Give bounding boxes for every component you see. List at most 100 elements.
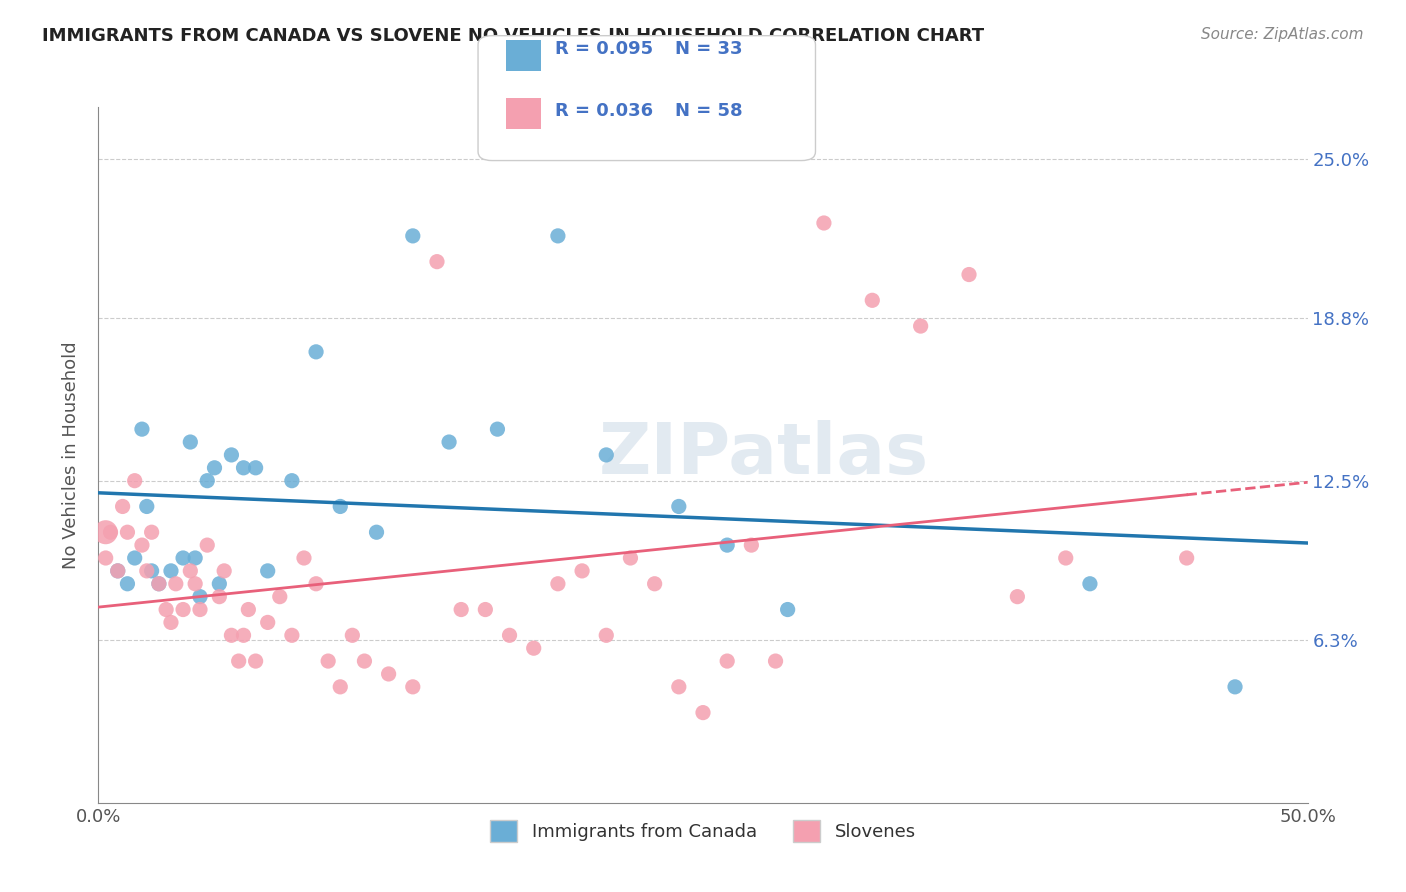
Point — [1054, 551, 1077, 566]
Point — [813, 216, 835, 230]
Point — [111, 500, 134, 514]
Point — [245, 460, 267, 475]
Point — [179, 564, 201, 578]
Point — [644, 576, 666, 591]
Point — [160, 564, 183, 578]
Point — [329, 500, 352, 514]
Text: ZIPatlas: ZIPatlas — [599, 420, 928, 490]
Point — [179, 435, 201, 450]
Point — [148, 576, 170, 591]
Point — [256, 564, 278, 578]
Point — [292, 551, 315, 566]
Point — [188, 602, 211, 616]
Point — [377, 667, 399, 681]
Point — [765, 654, 787, 668]
Point — [245, 654, 267, 668]
Point — [450, 602, 472, 616]
Point — [124, 474, 146, 488]
Point — [155, 602, 177, 616]
Point — [547, 228, 569, 243]
Point — [595, 628, 617, 642]
Point — [498, 628, 520, 642]
Point — [172, 551, 194, 566]
Point — [402, 680, 425, 694]
Point — [135, 564, 157, 578]
Point — [281, 474, 304, 488]
Point — [305, 576, 328, 591]
Point — [342, 628, 364, 642]
Point — [124, 551, 146, 566]
Point — [221, 628, 243, 642]
Point — [204, 460, 226, 475]
Point — [188, 590, 211, 604]
Point — [107, 564, 129, 578]
Text: R = 0.095: R = 0.095 — [555, 40, 654, 58]
Point — [1007, 590, 1029, 604]
Point — [910, 319, 932, 334]
Point — [208, 576, 231, 591]
Point — [402, 228, 425, 243]
Point — [100, 525, 122, 540]
Point — [619, 551, 641, 566]
Point — [232, 628, 254, 642]
Text: N = 33: N = 33 — [675, 40, 742, 58]
Point — [165, 576, 187, 591]
Point — [329, 680, 352, 694]
Point — [172, 602, 194, 616]
Point — [212, 564, 235, 578]
Point — [716, 654, 738, 668]
Point — [208, 590, 231, 604]
Point — [1223, 680, 1246, 694]
Point — [957, 268, 980, 282]
Point — [486, 422, 509, 436]
Point — [860, 293, 883, 308]
Point — [668, 680, 690, 694]
Point — [668, 500, 690, 514]
Point — [305, 344, 328, 359]
Point — [437, 435, 460, 450]
Point — [692, 706, 714, 720]
Text: Source: ZipAtlas.com: Source: ZipAtlas.com — [1201, 27, 1364, 42]
Point — [571, 564, 593, 578]
Point — [131, 538, 153, 552]
Point — [131, 422, 153, 436]
Point — [1078, 576, 1101, 591]
Point — [474, 602, 496, 616]
Point — [353, 654, 375, 668]
Point — [269, 590, 291, 604]
Point — [221, 448, 243, 462]
Text: N = 58: N = 58 — [675, 103, 742, 120]
Point — [141, 564, 163, 578]
Point — [281, 628, 304, 642]
Point — [716, 538, 738, 552]
Point — [135, 500, 157, 514]
Point — [523, 641, 546, 656]
Point — [148, 576, 170, 591]
Point — [107, 564, 129, 578]
Point — [316, 654, 339, 668]
Point — [195, 474, 218, 488]
Point — [94, 525, 117, 540]
Legend: Immigrants from Canada, Slovenes: Immigrants from Canada, Slovenes — [484, 813, 922, 849]
Point — [184, 551, 207, 566]
Point — [117, 525, 139, 540]
Point — [117, 576, 139, 591]
Point — [160, 615, 183, 630]
Point — [228, 654, 250, 668]
Point — [94, 551, 117, 566]
Point — [238, 602, 260, 616]
Point — [195, 538, 218, 552]
Point — [426, 254, 449, 268]
Point — [184, 576, 207, 591]
Point — [595, 448, 617, 462]
Y-axis label: No Vehicles in Household: No Vehicles in Household — [62, 341, 80, 569]
Point — [232, 460, 254, 475]
Point — [141, 525, 163, 540]
Point — [256, 615, 278, 630]
Point — [740, 538, 762, 552]
Text: R = 0.036: R = 0.036 — [555, 103, 654, 120]
Point — [366, 525, 388, 540]
Point — [547, 576, 569, 591]
Point — [776, 602, 799, 616]
Point — [1175, 551, 1198, 566]
